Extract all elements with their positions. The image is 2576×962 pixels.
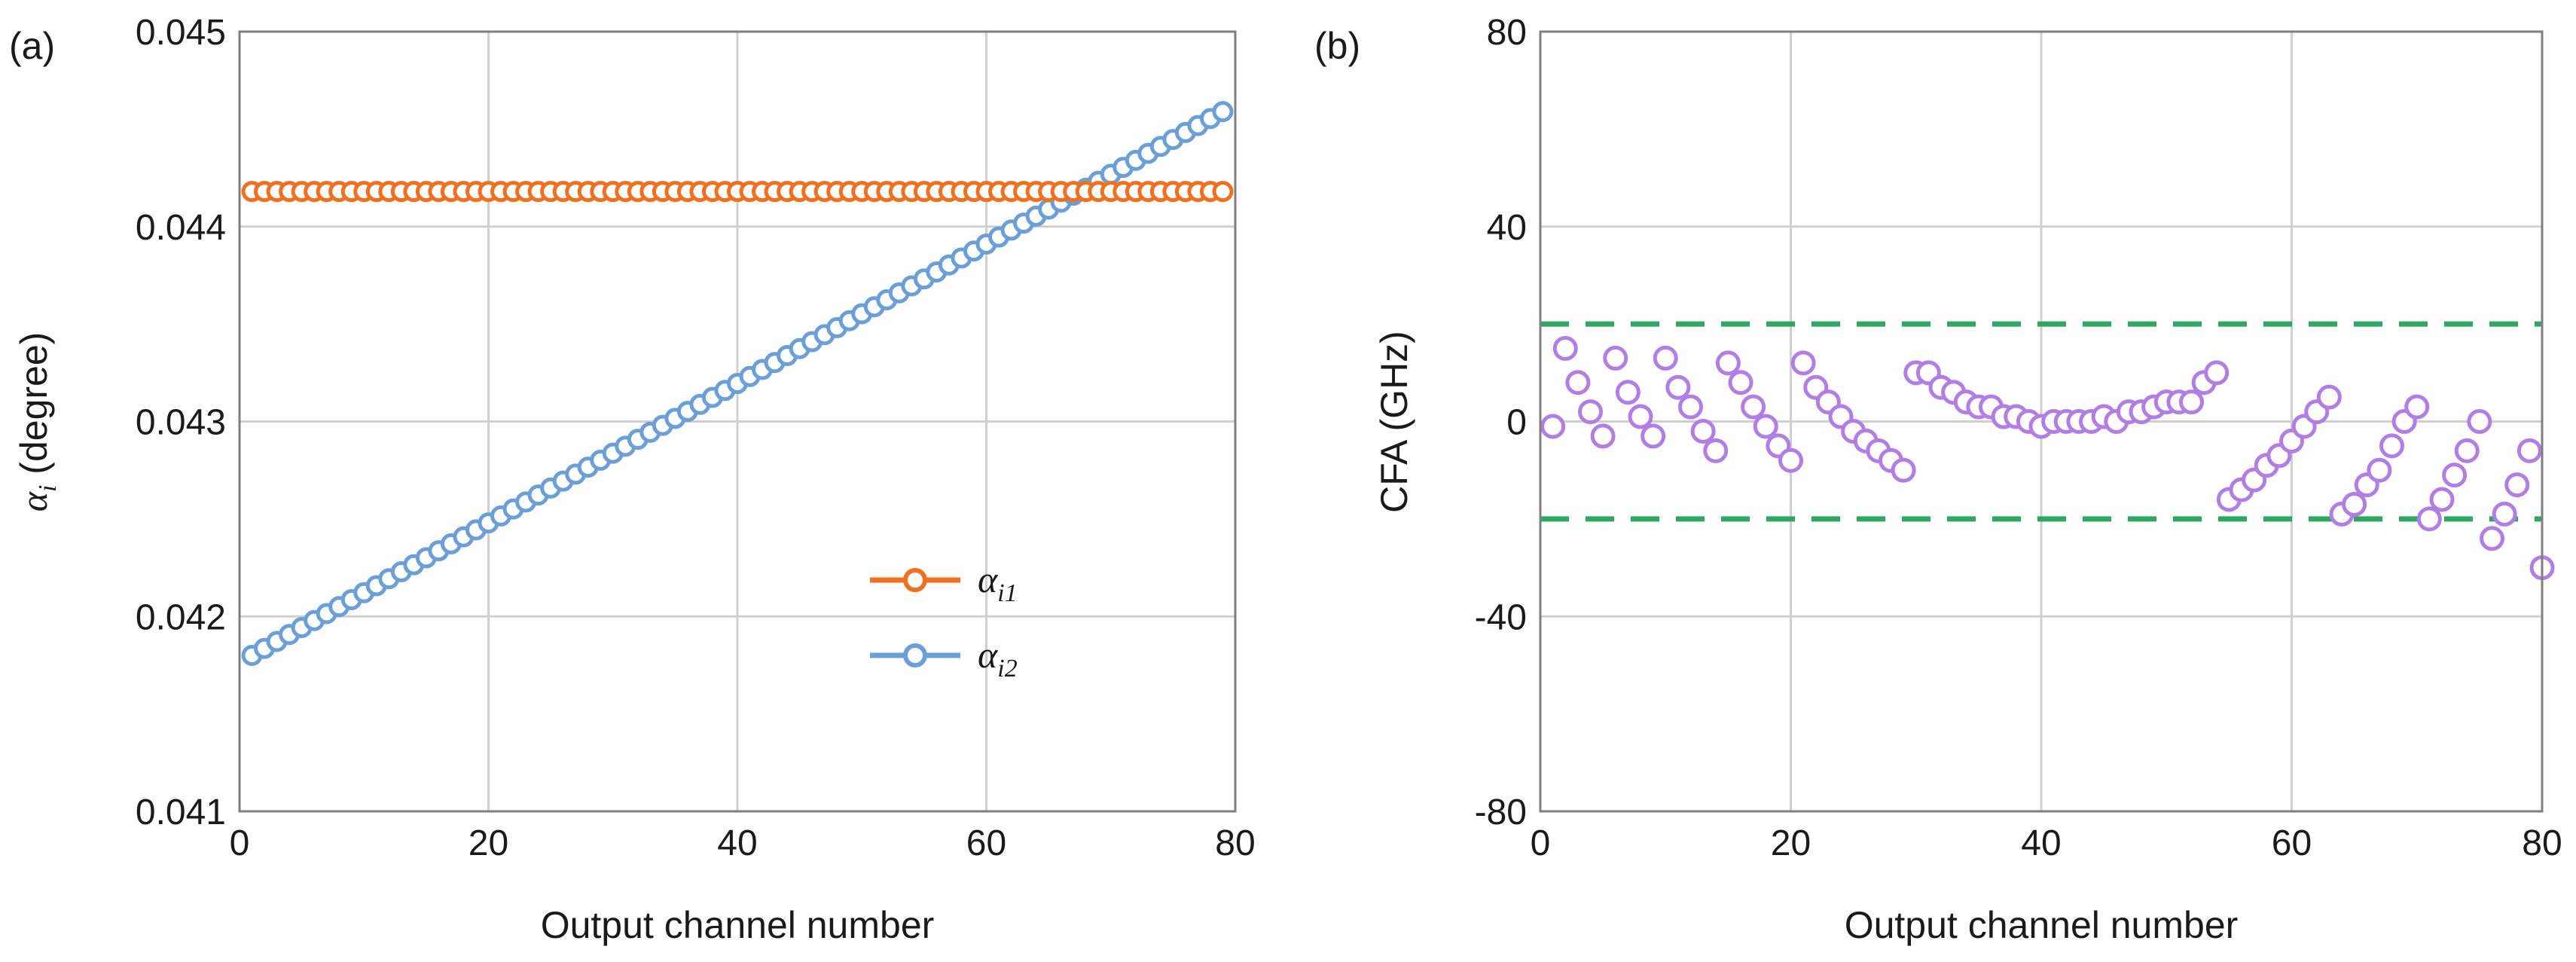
cfa-point xyxy=(2316,384,2342,410)
cfa-point xyxy=(2454,438,2480,463)
legend-alpha-i1-marker xyxy=(903,568,927,592)
cfa-point xyxy=(1690,418,1716,444)
cfa-point xyxy=(1552,335,1578,361)
cfa-point xyxy=(1741,394,1766,420)
panel-a-y-tick-label: 0.041 xyxy=(136,793,226,832)
panel-a-x-tick-label: 80 xyxy=(1215,823,1255,863)
cfa-point xyxy=(1678,394,1703,420)
panel-a-y-axis-unit: (degree) xyxy=(13,332,55,485)
cfa-point xyxy=(1790,350,1816,376)
legend-alpha-i2-marker xyxy=(903,643,927,667)
legend-alpha-i1-symbol: α xyxy=(978,558,999,600)
panel-b-chart: (b) 0 20 40 60 80 -80 -40 0 40 80 Output channel… xyxy=(1314,13,2562,946)
cfa-point xyxy=(1641,423,1666,449)
cfa-point xyxy=(2367,457,2392,483)
panel-a-y-axis-subscript: i xyxy=(34,485,62,492)
cfa-point xyxy=(2467,409,2492,434)
cfa-point xyxy=(2429,487,2455,512)
panel-a-y-axis-label: αi (degree) xyxy=(13,332,62,512)
panel-a-x-tick-label: 20 xyxy=(469,823,508,863)
panel-a-plot-frame xyxy=(238,30,1237,813)
cfa-point xyxy=(1590,423,1616,449)
panel-a-y-axis-symbol: α xyxy=(13,490,55,512)
legend-entry-alpha-i2: αi2 xyxy=(870,634,1018,683)
panel-b-y-tick-label: -40 xyxy=(1475,597,1527,637)
cfa-point xyxy=(2179,389,2204,415)
panel-b-y-tick-label: 80 xyxy=(1487,13,1527,53)
panel-a-label: (a) xyxy=(9,25,55,67)
cfa-point xyxy=(1565,370,1591,395)
panel-a-legend: αi1 αi2 xyxy=(870,558,1018,683)
panel-b-x-tick-label: 20 xyxy=(1771,823,1811,863)
cfa-point xyxy=(1753,414,1778,439)
series-alpha-i2 xyxy=(241,101,1234,666)
cfa-point xyxy=(2480,526,2504,551)
cfa-point xyxy=(2379,433,2404,459)
cfa-point xyxy=(2404,394,2430,420)
panel-a-chart: (a) 0 20 40 60 80 0.0410.0420.0430.0440.045 … xyxy=(9,13,1256,946)
panel-b-x-tick-label: 0 xyxy=(1531,823,1551,863)
panel-b-x-tick-label: 60 xyxy=(2272,823,2312,863)
panel-b-y-tick-label: 40 xyxy=(1487,208,1527,248)
panel-a-x-tick-label: 60 xyxy=(966,823,1006,863)
cfa-point xyxy=(2204,360,2230,386)
panel-a-series-layer xyxy=(241,101,1234,666)
panel-a-y-tick-label: 0.045 xyxy=(136,13,226,53)
cfa-point xyxy=(1628,404,1653,429)
panel-b-points-layer xyxy=(1540,335,2555,581)
panel-a-x-tick-label: 0 xyxy=(230,823,250,863)
cfa-point xyxy=(2342,491,2367,517)
panel-a-y-tick-label: 0.044 xyxy=(136,208,226,248)
legend-alpha-i1-label: αi1 xyxy=(978,558,1018,607)
panel-a-y-tick-label: 0.043 xyxy=(136,403,226,443)
cfa-point xyxy=(2504,472,2530,498)
legend-alpha-i1-subscript: i1 xyxy=(997,579,1017,607)
cfa-point xyxy=(1615,380,1641,405)
panel-b-plot-frame xyxy=(1539,30,2544,813)
panel-b-label: (b) xyxy=(1314,25,1360,67)
cfa-point xyxy=(1540,414,1566,439)
panel-b-x-tick-label: 80 xyxy=(2522,823,2562,863)
legend-alpha-i2-symbol: α xyxy=(978,634,999,676)
panel-b-x-tick-label: 40 xyxy=(2021,823,2061,863)
panel-a-grid xyxy=(240,32,1235,811)
cfa-point xyxy=(1703,438,1729,463)
panel-b-reference-lines xyxy=(1540,321,2542,522)
panel-b-x-axis-label: Output channel number xyxy=(1845,904,2239,946)
panel-a-y-tick-label: 0.042 xyxy=(136,597,226,637)
series-alpha-i1 xyxy=(241,181,1234,203)
cfa-point xyxy=(1778,447,1803,473)
cfa-point xyxy=(1603,345,1628,371)
cfa-point xyxy=(2516,438,2542,463)
cfa-point xyxy=(1728,370,1753,395)
cfa-point xyxy=(2492,501,2517,527)
cfa-point xyxy=(2416,506,2442,532)
cfa-point xyxy=(1665,374,1691,400)
series-alpha-i1-point xyxy=(1212,181,1234,203)
panel-b-y-axis-label: CFA (GHz) xyxy=(1373,331,1415,513)
legend-entry-alpha-i1: αi1 xyxy=(870,558,1018,607)
panel-b-y-tick-label: -80 xyxy=(1475,793,1527,832)
cfa-point xyxy=(2442,463,2468,488)
panel-b-y-tick-label: 0 xyxy=(1506,403,1527,443)
cfa-point xyxy=(1653,345,1678,371)
panel-b-y-tick-labels: -80 -40 0 40 80 xyxy=(1475,13,1527,832)
panel-a-x-axis-label: Output channel number xyxy=(541,904,935,946)
panel-a-x-tick-label: 40 xyxy=(717,823,757,863)
cfa-point xyxy=(1578,399,1603,425)
panel-b-x-tick-labels: 0 20 40 60 80 xyxy=(1531,823,2562,863)
legend-alpha-i2-label: αi2 xyxy=(978,634,1018,683)
legend-alpha-i2-subscript: i2 xyxy=(997,655,1017,683)
cfa-point xyxy=(1715,350,1741,376)
cfa-point xyxy=(1891,457,1916,483)
panel-a-y-tick-labels: 0.041 0.042 0.043 0.044 0.045 xyxy=(136,13,226,832)
series-alpha-i2-point xyxy=(1212,101,1234,123)
panel-a-x-tick-labels: 0 20 40 60 80 xyxy=(230,823,1256,863)
